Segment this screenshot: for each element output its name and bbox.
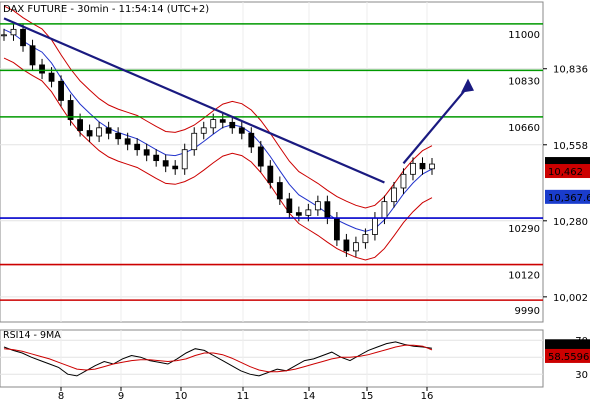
candle-body (314, 201, 321, 211)
rsi-title: RSI14 - 9MA (3, 330, 61, 341)
candle-body (67, 100, 74, 121)
candle-body (248, 132, 255, 148)
x-tick-label: 10 (175, 391, 188, 400)
candle-body (172, 165, 179, 170)
candle-body (1, 34, 7, 37)
rsi-lines (3, 341, 433, 377)
candle-body (162, 160, 169, 167)
candle-body (29, 45, 36, 66)
candle-body (276, 182, 283, 200)
level-label: 10290 (508, 224, 540, 235)
candle-body (105, 127, 112, 134)
rsi-line (3, 341, 433, 377)
candle-body (305, 209, 312, 216)
candle-body (419, 162, 426, 170)
x-tick-label: 15 (361, 391, 374, 400)
candle-body (143, 149, 150, 156)
candle-body (181, 149, 188, 170)
candle-body (134, 143, 141, 151)
lower-band-line (3, 57, 433, 261)
price-badge (545, 164, 590, 179)
candlestick-group (1, 23, 435, 257)
candle-body (257, 146, 264, 167)
rsi-badge (545, 348, 590, 363)
bollinger-bands (3, 5, 433, 261)
x-tick-label: 14 (303, 391, 316, 400)
candle-body (381, 201, 388, 219)
moving-average-line (3, 28, 433, 232)
level-label: 10120 (508, 271, 540, 282)
price-badge-label: 10,367.6 (548, 193, 590, 204)
candle-body (115, 132, 122, 140)
upper-band-line (3, 5, 433, 209)
candle-body (210, 119, 217, 129)
trendline-group (3, 17, 474, 184)
candle-body (372, 217, 378, 235)
candle-body (153, 154, 160, 162)
level-label: 11000 (508, 30, 540, 41)
candle-body (58, 80, 64, 101)
candle-body (191, 132, 198, 151)
candle-body (219, 119, 226, 123)
candle-body (286, 198, 293, 213)
candle-body (39, 64, 45, 74)
resistance-trendline (3, 17, 385, 184)
candle-body (96, 127, 103, 137)
x-tick-label: 9 (118, 391, 124, 400)
level-label: 10830 (508, 76, 540, 87)
rsi-badge-label: 58.5596 (548, 352, 589, 363)
price-axis: 10,002 10,280 10,558 10,836 (543, 65, 588, 304)
x-tick-label: 16 (421, 391, 434, 400)
candle-body (238, 127, 245, 134)
rsi-ma-line (3, 344, 433, 373)
chart-title: DAX FUTURE - 30min - 11:54:14 (UTC+2) (3, 4, 209, 15)
rsi-grid (0, 330, 543, 387)
level-lines: 11000 10830 10660 10290 10120 9990 (0, 23, 543, 317)
candle-body (391, 187, 397, 203)
candle-body (124, 138, 131, 145)
candle-body (429, 163, 435, 170)
y-tick-label: 10,002 (553, 293, 588, 304)
candle-body (400, 173, 407, 189)
main-pane-frame (0, 1, 544, 323)
time-axis: 8 9 10 11 14 15 16 (0, 386, 543, 400)
y-tick-label: 10,836 (553, 65, 588, 76)
candle-body (48, 72, 55, 82)
rsi-badge-label: 60.4989 (548, 342, 589, 353)
x-tick-label: 8 (58, 391, 64, 400)
x-tick-label: 11 (237, 391, 250, 400)
projection-arrow-shaft (402, 85, 469, 165)
candle-body (295, 212, 302, 216)
candle-body (362, 234, 369, 244)
candle-body (410, 162, 416, 175)
candle-body (20, 28, 26, 47)
candle-body (324, 201, 331, 219)
candle-body (86, 130, 93, 137)
y-tick-label: 10,280 (553, 217, 588, 228)
level-label: 10660 (508, 123, 540, 134)
candle-body (229, 121, 236, 129)
candle-body (77, 119, 83, 131)
y-tick-label: 10,558 (553, 141, 588, 152)
level-label: 9990 (515, 306, 540, 317)
price-badge-label: 10,462 (548, 167, 583, 178)
candle-body (343, 239, 350, 252)
projection-arrow-head (461, 78, 474, 93)
rsi-tick-label: 30 (575, 370, 588, 381)
price-badge (545, 189, 590, 204)
candle-body (267, 165, 274, 183)
candle-body (10, 28, 17, 36)
main-grid (0, 2, 543, 322)
candle-body (200, 127, 207, 134)
candle-body (353, 242, 359, 252)
candle-body (333, 217, 340, 241)
